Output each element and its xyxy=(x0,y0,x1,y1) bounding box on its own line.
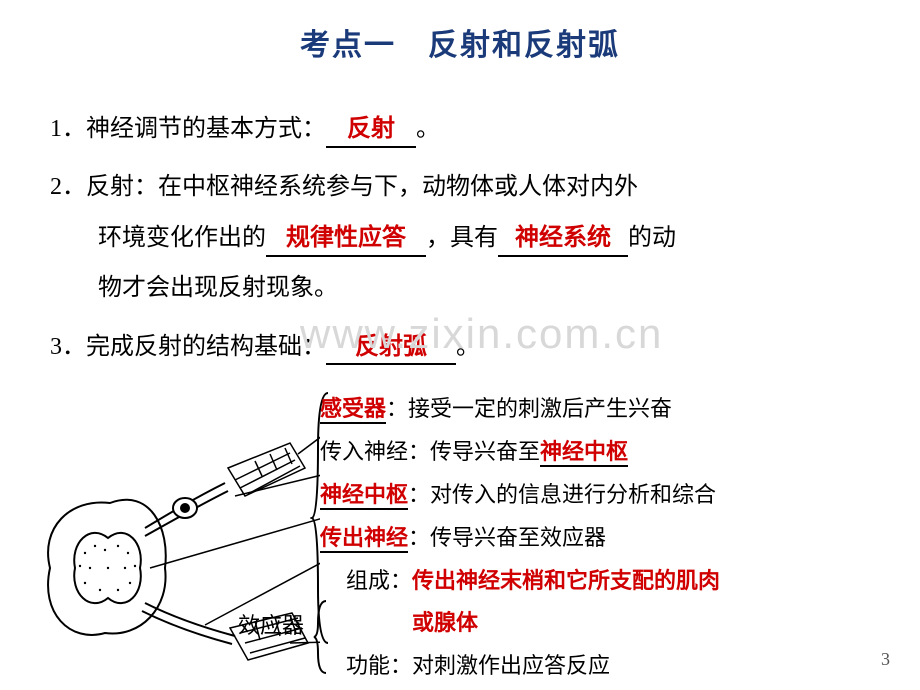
q3-text-b: 。 xyxy=(456,334,480,360)
q2-answer-2: 神经系统 xyxy=(515,224,611,251)
label-effector-compose: 组成：传出神经末梢和它所支配的肌肉 xyxy=(320,560,720,603)
q1-text-a: 神经调节的基本方式： xyxy=(86,116,326,142)
question-2: 2．反射：在中枢神经系统参与下，动物体或人体对内外 环境变化作出的规律性应答 ，具… xyxy=(50,162,870,313)
q2-text-c: ，具有 xyxy=(426,225,498,251)
receptor-red: 感受器 xyxy=(320,396,386,424)
q2-text-a: 反射：在中枢神经系统参与下，动物体或人体对内外 xyxy=(86,174,638,200)
diagram-area: 感受器：接受一定的刺激后产生兴奋 传入神经：传导兴奋至神经中枢 神经中枢：对传入… xyxy=(0,388,920,688)
label-center: 神经中枢：对传入的信息进行分析和综合 xyxy=(320,474,720,517)
efferent-text: ：传导兴奋至效应器 xyxy=(408,525,606,550)
q2-number: 2． xyxy=(50,174,86,200)
center-red: 神经中枢 xyxy=(320,482,408,510)
page-title: 考点一 反射和反射弧 xyxy=(0,0,920,64)
q2-blank-2: 神经系统 xyxy=(498,224,628,257)
afferent-text: 传入神经：传导兴奋至 xyxy=(320,439,540,464)
q3-blank: 反射弧 xyxy=(326,333,456,366)
question-3: 3．完成反射的结构基础： 反射弧 。 xyxy=(50,322,870,372)
content-area: 1．神经调节的基本方式：反射。 2．反射：在中枢神经系统参与下，动物体或人体对内… xyxy=(0,64,920,372)
small-bracket-icon xyxy=(312,598,328,676)
q1-blank: 反射 xyxy=(326,115,416,148)
label-effector-function: 功能：对刺激作出应答反应 xyxy=(320,645,720,688)
effector-label: 效应器 xyxy=(238,608,304,640)
q1-number: 1． xyxy=(50,116,86,142)
label-effector-compose2: 或腺体 xyxy=(320,602,720,645)
question-1: 1．神经调节的基本方式： 反射。 xyxy=(50,104,870,154)
label-afferent: 传入神经：传导兴奋至神经中枢 xyxy=(320,431,720,474)
q3-number: 3． xyxy=(50,334,86,360)
compose-label: 组成： xyxy=(346,568,412,593)
q2-answer-1: 规律性应答 xyxy=(286,224,406,251)
compose-red-2: 或腺体 xyxy=(412,610,478,635)
compose-red-1: 传出神经末梢和它所支配的肌肉 xyxy=(412,568,720,593)
receptor-text: ：接受一定的刺激后产生兴奋 xyxy=(386,396,672,421)
function-text: 功能：对刺激作出应答反应 xyxy=(346,653,610,678)
center-text: ：对传入的信息进行分析和综合 xyxy=(408,482,716,507)
label-efferent: 传出神经：传导兴奋至效应器 xyxy=(320,517,720,560)
label-receptor: 感受器：接受一定的刺激后产生兴奋 xyxy=(320,388,720,431)
page-number: 3 xyxy=(881,649,890,670)
q2-text-e: 物才会出现反射现象。 xyxy=(50,275,338,301)
q2-blank-1: 规律性应答 xyxy=(266,224,426,257)
q1-answer: 反射 xyxy=(347,115,395,142)
afferent-red: 神经中枢 xyxy=(540,439,628,467)
q2-text-d: 的动 xyxy=(628,225,676,251)
q1-text-b: 。 xyxy=(416,116,440,142)
diagram-labels: 感受器：接受一定的刺激后产生兴奋 传入神经：传导兴奋至神经中枢 神经中枢：对传入… xyxy=(320,388,720,688)
q2-text-b: 环境变化作出的 xyxy=(50,225,266,251)
efferent-red: 传出神经 xyxy=(320,525,408,553)
q3-text-a: 完成反射的结构基础： xyxy=(86,334,326,360)
q3-answer: 反射弧 xyxy=(355,333,427,360)
